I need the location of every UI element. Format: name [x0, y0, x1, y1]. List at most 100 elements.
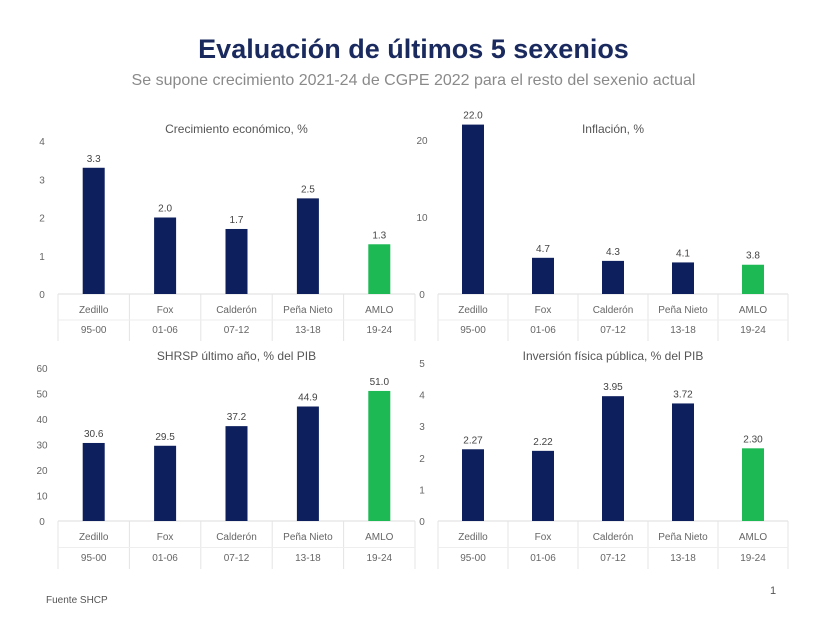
- page-title: Evaluación de últimos 5 sexenios: [198, 34, 629, 64]
- period-label: 01-06: [530, 325, 556, 336]
- y-tick-label: 3: [419, 422, 425, 433]
- y-tick-label: 10: [36, 492, 48, 503]
- data-label: 2.5: [301, 184, 315, 195]
- bar: [368, 244, 391, 294]
- period-label: 19-24: [740, 325, 766, 336]
- category-label: Peña Nieto: [658, 532, 708, 543]
- bar: [672, 403, 694, 521]
- bar: [154, 445, 177, 521]
- data-label: 2.30: [743, 434, 763, 445]
- period-label: 01-06: [152, 325, 178, 336]
- y-tick-label: 50: [36, 390, 48, 401]
- data-label: 2.0: [158, 204, 172, 215]
- category-label: Peña Nieto: [283, 305, 333, 316]
- bar: [462, 124, 484, 294]
- bar: [368, 390, 391, 521]
- period-label: 95-00: [460, 553, 486, 564]
- category-label: Zedillo: [458, 305, 488, 316]
- data-label: 37.2: [227, 412, 247, 423]
- data-label: 3.3: [87, 154, 101, 165]
- data-label: 29.5: [155, 432, 175, 443]
- category-label: Peña Nieto: [658, 305, 708, 316]
- category-label: AMLO: [739, 305, 768, 316]
- period-label: 07-12: [224, 553, 250, 564]
- period-label: 19-24: [740, 553, 766, 564]
- category-label: AMLO: [365, 305, 394, 316]
- period-label: 07-12: [600, 553, 626, 564]
- period-label: 07-12: [224, 325, 250, 336]
- chart-title: Crecimiento económico, %: [165, 122, 308, 136]
- y-tick-label: 4: [39, 137, 45, 148]
- y-tick-label: 20: [36, 466, 48, 477]
- category-label: Fox: [535, 532, 552, 543]
- y-tick-label: 4: [419, 391, 425, 402]
- bar: [672, 262, 694, 294]
- category-label: Calderón: [593, 532, 634, 543]
- data-label: 3.95: [603, 382, 623, 393]
- bar: [225, 228, 248, 294]
- category-label: Calderón: [593, 305, 634, 316]
- period-label: 95-00: [81, 553, 107, 564]
- bar: [154, 217, 177, 294]
- page-number: 1: [770, 585, 777, 597]
- period-label: 95-00: [81, 325, 107, 336]
- bar: [742, 448, 764, 521]
- data-label: 22.0: [463, 111, 483, 122]
- data-label: 51.0: [370, 377, 390, 388]
- bar: [82, 442, 105, 521]
- category-label: Zedillo: [458, 532, 488, 543]
- category-label: AMLO: [739, 532, 768, 543]
- data-label: 4.7: [536, 244, 550, 255]
- bar: [225, 426, 248, 521]
- period-label: 01-06: [152, 553, 178, 564]
- data-label: 3.72: [673, 389, 693, 400]
- y-tick-label: 30: [36, 441, 48, 452]
- period-label: 95-00: [460, 325, 486, 336]
- data-label: 4.3: [606, 247, 620, 258]
- chart-title: Inversión física pública, % del PIB: [523, 349, 704, 363]
- category-label: Calderón: [216, 305, 257, 316]
- bar: [462, 449, 484, 521]
- page-subtitle: Se supone crecimiento 2021-24 de CGPE 20…: [131, 72, 696, 89]
- bar: [532, 257, 554, 294]
- category-label: Peña Nieto: [283, 532, 333, 543]
- data-label: 4.1: [676, 248, 690, 259]
- data-label: 1.3: [372, 230, 386, 241]
- y-tick-label: 20: [416, 136, 428, 147]
- bar: [296, 198, 319, 294]
- y-tick-label: 3: [39, 175, 45, 186]
- bar: [296, 406, 319, 521]
- data-label: 1.7: [230, 215, 244, 226]
- chart-title: SHRSP último año, % del PIB: [157, 349, 316, 363]
- data-label: 30.6: [84, 429, 104, 440]
- y-tick-label: 40: [36, 415, 48, 426]
- data-label: 2.22: [533, 437, 553, 448]
- category-label: AMLO: [365, 532, 394, 543]
- category-label: Fox: [157, 532, 174, 543]
- bar: [602, 396, 624, 521]
- y-tick-label: 1: [39, 252, 45, 263]
- category-label: Zedillo: [79, 305, 109, 316]
- category-label: Calderón: [216, 532, 257, 543]
- bar: [532, 450, 554, 521]
- bar: [742, 264, 764, 294]
- period-label: 13-18: [295, 325, 321, 336]
- y-tick-label: 10: [416, 213, 428, 224]
- y-tick-label: 0: [419, 290, 425, 301]
- period-label: 19-24: [367, 553, 393, 564]
- data-label: 3.8: [746, 251, 760, 262]
- y-tick-label: 0: [39, 517, 45, 528]
- category-label: Fox: [157, 305, 174, 316]
- y-tick-label: 2: [39, 214, 45, 225]
- y-tick-label: 60: [36, 364, 48, 375]
- chart-title: Inflación, %: [582, 122, 644, 136]
- bar: [82, 167, 105, 294]
- period-label: 07-12: [600, 325, 626, 336]
- period-label: 19-24: [367, 325, 393, 336]
- period-label: 13-18: [670, 553, 696, 564]
- y-tick-label: 5: [419, 359, 425, 370]
- bar: [602, 260, 624, 294]
- period-label: 13-18: [670, 325, 696, 336]
- y-tick-label: 0: [419, 517, 425, 528]
